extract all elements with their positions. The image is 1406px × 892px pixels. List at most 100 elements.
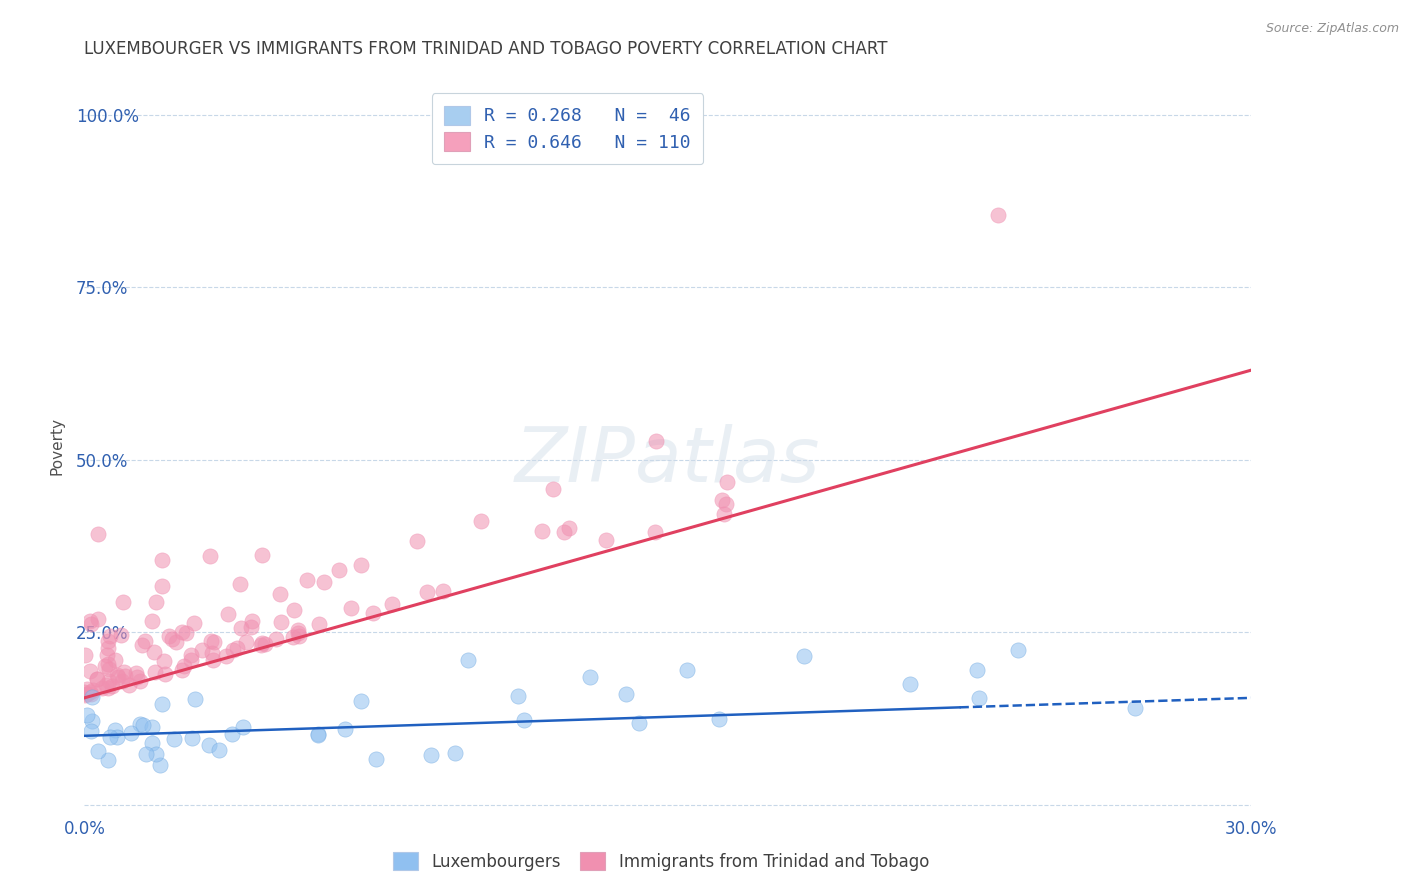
Point — [595, 533, 617, 548]
Point — [676, 663, 699, 677]
Point — [79, 614, 101, 628]
Point — [145, 747, 167, 761]
Point — [264, 632, 287, 646]
Point — [350, 558, 373, 572]
Point — [217, 607, 239, 621]
Point — [283, 603, 305, 617]
Point — [104, 653, 127, 667]
Point — [470, 514, 492, 528]
Point — [253, 637, 276, 651]
Point — [350, 694, 373, 708]
Point — [340, 600, 363, 615]
Point — [125, 666, 148, 681]
Point — [107, 670, 129, 684]
Point — [457, 653, 479, 667]
Point — [707, 712, 730, 726]
Point — [239, 620, 262, 634]
Point — [91, 681, 114, 696]
Point — [793, 649, 815, 664]
Point — [97, 657, 120, 672]
Point — [101, 679, 124, 693]
Text: Source: ZipAtlas.com: Source: ZipAtlas.com — [1265, 22, 1399, 36]
Point — [361, 606, 384, 620]
Point — [141, 614, 163, 628]
Point — [229, 577, 252, 591]
Point — [157, 629, 180, 643]
Point — [98, 629, 121, 643]
Point — [714, 497, 737, 511]
Point — [135, 747, 157, 762]
Point — [162, 732, 184, 747]
Point — [150, 579, 173, 593]
Point — [180, 653, 202, 667]
Point — [97, 753, 120, 767]
Point — [86, 672, 108, 686]
Point — [381, 597, 404, 611]
Point — [432, 584, 454, 599]
Point — [114, 669, 136, 683]
Point — [716, 475, 738, 490]
Point — [145, 665, 167, 680]
Y-axis label: Poverty: Poverty — [51, 417, 65, 475]
Point — [96, 648, 118, 662]
Point — [308, 617, 330, 632]
Point — [287, 624, 309, 638]
Point — [79, 664, 101, 678]
Text: LUXEMBOURGER VS IMMIGRANTS FROM TRINIDAD AND TOBAGO POVERTY CORRELATION CHART: LUXEMBOURGER VS IMMIGRANTS FROM TRINIDAD… — [84, 40, 887, 58]
Point — [713, 507, 735, 521]
Point — [710, 493, 733, 508]
Point — [208, 742, 231, 756]
Point — [288, 629, 311, 643]
Point — [152, 654, 174, 668]
Point — [80, 617, 103, 632]
Point — [132, 718, 155, 732]
Point — [97, 641, 120, 656]
Text: ZIPatlas: ZIPatlas — [515, 424, 821, 498]
Point — [202, 652, 225, 666]
Point — [364, 752, 387, 766]
Point — [141, 736, 163, 750]
Point — [94, 659, 117, 673]
Point — [553, 524, 575, 539]
Point — [165, 635, 187, 649]
Point — [229, 621, 252, 635]
Point — [1007, 642, 1029, 657]
Point — [235, 634, 257, 648]
Point — [183, 615, 205, 630]
Point — [110, 628, 132, 642]
Point — [148, 757, 170, 772]
Point — [97, 681, 120, 695]
Point — [628, 716, 651, 731]
Point — [215, 648, 238, 663]
Point — [131, 638, 153, 652]
Point — [76, 687, 98, 701]
Point — [222, 643, 245, 657]
Point — [269, 587, 291, 601]
Point — [191, 643, 214, 657]
Point — [105, 668, 128, 682]
Point — [170, 624, 193, 639]
Point — [287, 626, 309, 640]
Point — [249, 638, 271, 652]
Point — [76, 708, 98, 723]
Point — [281, 630, 304, 644]
Point — [87, 744, 110, 758]
Point — [180, 648, 202, 663]
Point — [143, 644, 166, 658]
Point — [579, 670, 602, 684]
Point — [80, 724, 103, 739]
Point — [150, 553, 173, 567]
Point — [75, 648, 97, 662]
Point — [226, 640, 249, 655]
Point — [129, 717, 152, 731]
Point — [73, 685, 96, 699]
Point — [96, 678, 118, 692]
Point — [153, 667, 176, 681]
Point — [307, 727, 329, 741]
Point — [415, 584, 437, 599]
Point — [97, 634, 120, 648]
Point — [314, 574, 336, 589]
Point — [644, 525, 666, 540]
Legend: Luxembourgers, Immigrants from Trinidad and Tobago: Luxembourgers, Immigrants from Trinidad … — [384, 844, 938, 880]
Point — [134, 634, 156, 648]
